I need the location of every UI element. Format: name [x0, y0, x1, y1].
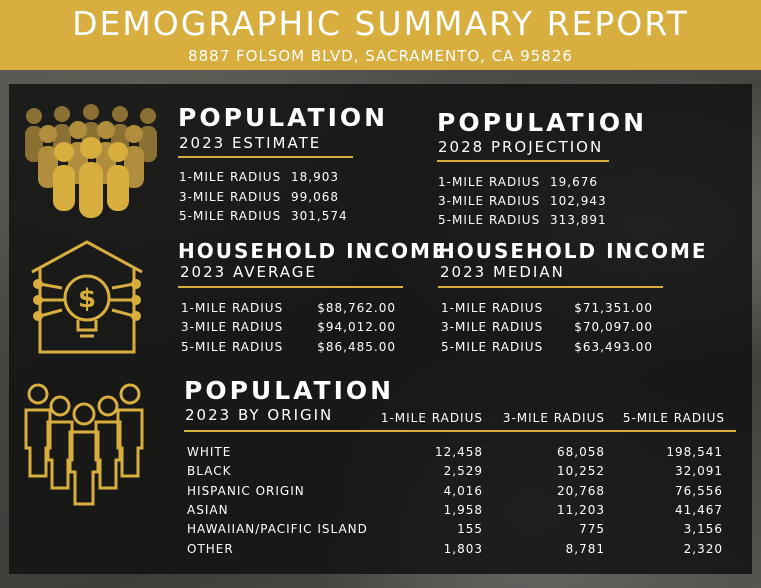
report-header: DEMOGRAPHIC SUMMARY REPORT 8887 FOLSOM B…: [0, 0, 761, 70]
population-projection-row: 3-MILE RADIUS 102,943: [438, 194, 638, 210]
origin-row: HISPANIC ORIGIN 4,016 20,768 76,556: [187, 484, 723, 500]
group-outline-icon: [24, 383, 144, 506]
origin-row-value: 32,091: [675, 464, 723, 478]
population-estimate-heading: POPULATION: [178, 103, 389, 132]
population-projection-subheading: 2028 PROJECTION: [438, 138, 604, 156]
row-value: $63,493.00: [574, 340, 653, 354]
origin-heading: POPULATION: [184, 376, 395, 405]
origin-row-label: WHITE: [187, 445, 232, 459]
income-average-row: 3-MILE RADIUS $94,012.00: [181, 320, 396, 336]
origin-row: OTHER 1,803 8,781 2,320: [187, 542, 723, 558]
row-value: $86,485.00: [317, 340, 396, 354]
row-label: 5-MILE RADIUS: [179, 209, 282, 223]
origin-row-value: 775: [579, 522, 605, 536]
origin-column-header: 1-MILE RADIUS: [380, 411, 483, 425]
origin-row-label: HAWAIIAN/PACIFIC ISLAND: [187, 522, 368, 536]
report-address: 8887 FOLSOM BLVD, SACRAMENTO, CA 95826: [188, 47, 573, 65]
income-average-rule: [178, 286, 403, 288]
income-average-heading: HOUSEHOLD INCOME: [178, 239, 448, 263]
origin-row: ASIAN 1,958 11,203 41,467: [187, 503, 723, 519]
origin-rule: [184, 430, 736, 432]
row-label: 1-MILE RADIUS: [441, 301, 544, 315]
population-estimate-row: 1-MILE RADIUS 18,903: [179, 170, 369, 186]
income-median-heading: HOUSEHOLD INCOME: [438, 239, 708, 263]
origin-row-value: 68,058: [557, 445, 605, 459]
income-median-row: 3-MILE RADIUS $70,097.00: [441, 320, 653, 336]
origin-row-value: 198,541: [666, 445, 723, 459]
income-average-row: 1-MILE RADIUS $88,762.00: [181, 301, 396, 317]
svg-text:$: $: [78, 284, 96, 314]
row-label: 1-MILE RADIUS: [438, 175, 541, 189]
origin-row-value: 155: [457, 522, 483, 536]
house-dollar-icon: $: [31, 240, 143, 354]
origin-row-value: 11,203: [557, 503, 605, 517]
population-estimate-row: 5-MILE RADIUS 301,574: [179, 209, 369, 225]
origin-row: WHITE 12,458 68,058 198,541: [187, 445, 723, 461]
row-value: 18,903: [291, 170, 339, 184]
population-estimate-row: 3-MILE RADIUS 99,068: [179, 190, 369, 206]
row-value: $94,012.00: [317, 320, 396, 334]
origin-row-value: 3,156: [683, 522, 723, 536]
row-label: 3-MILE RADIUS: [441, 320, 544, 334]
row-value: 301,574: [291, 209, 348, 223]
income-average-subheading: 2023 AVERAGE: [180, 263, 317, 281]
report-title: DEMOGRAPHIC SUMMARY REPORT: [72, 4, 689, 43]
row-label: 1-MILE RADIUS: [179, 170, 282, 184]
origin-row-value: 12,458: [435, 445, 483, 459]
row-label: 5-MILE RADIUS: [438, 213, 541, 227]
row-value: $88,762.00: [317, 301, 396, 315]
origin-row-label: BLACK: [187, 464, 232, 478]
origin-row-value: 8,781: [565, 542, 605, 556]
row-value: $71,351.00: [574, 301, 653, 315]
crowd-icon: [25, 104, 157, 218]
income-median-row: 5-MILE RADIUS $63,493.00: [441, 340, 653, 356]
population-estimate-rule: [178, 156, 353, 158]
origin-row-value: 2,529: [443, 464, 483, 478]
row-value: 102,943: [550, 194, 607, 208]
row-label: 5-MILE RADIUS: [181, 340, 284, 354]
row-label: 1-MILE RADIUS: [181, 301, 284, 315]
origin-column-header: 5-MILE RADIUS: [622, 411, 725, 425]
origin-row-label: ASIAN: [187, 503, 229, 517]
row-value: $70,097.00: [574, 320, 653, 334]
origin-row: HAWAIIAN/PACIFIC ISLAND 155 775 3,156: [187, 522, 723, 538]
population-projection-heading: POPULATION: [437, 108, 648, 137]
population-estimate-subheading: 2023 ESTIMATE: [179, 134, 322, 152]
origin-row-value: 1,803: [443, 542, 483, 556]
row-value: 99,068: [291, 190, 339, 204]
income-median-row: 1-MILE RADIUS $71,351.00: [441, 301, 653, 317]
population-projection-rule: [437, 160, 609, 162]
row-label: 3-MILE RADIUS: [181, 320, 284, 334]
origin-row-value: 4,016: [443, 484, 483, 498]
population-projection-row: 1-MILE RADIUS 19,676: [438, 175, 638, 191]
row-label: 5-MILE RADIUS: [441, 340, 544, 354]
origin-row-value: 10,252: [557, 464, 605, 478]
origin-row-value: 20,768: [557, 484, 605, 498]
origin-row: BLACK 2,529 10,252 32,091: [187, 464, 723, 480]
row-label: 3-MILE RADIUS: [179, 190, 282, 204]
row-label: 3-MILE RADIUS: [438, 194, 541, 208]
origin-row-value: 1,958: [443, 503, 483, 517]
row-value: 313,891: [550, 213, 607, 227]
origin-row-value: 2,320: [683, 542, 723, 556]
origin-row-value: 76,556: [675, 484, 723, 498]
origin-row-label: HISPANIC ORIGIN: [187, 484, 305, 498]
origin-subheading: 2023 BY ORIGIN: [185, 406, 334, 424]
income-median-subheading: 2023 MEDIAN: [440, 263, 565, 281]
income-average-row: 5-MILE RADIUS $86,485.00: [181, 340, 396, 356]
origin-row-label: OTHER: [187, 542, 234, 556]
origin-row-value: 41,467: [675, 503, 723, 517]
population-projection-row: 5-MILE RADIUS 313,891: [438, 213, 638, 229]
origin-column-header: 3-MILE RADIUS: [502, 411, 605, 425]
income-median-rule: [438, 286, 663, 288]
row-value: 19,676: [550, 175, 598, 189]
